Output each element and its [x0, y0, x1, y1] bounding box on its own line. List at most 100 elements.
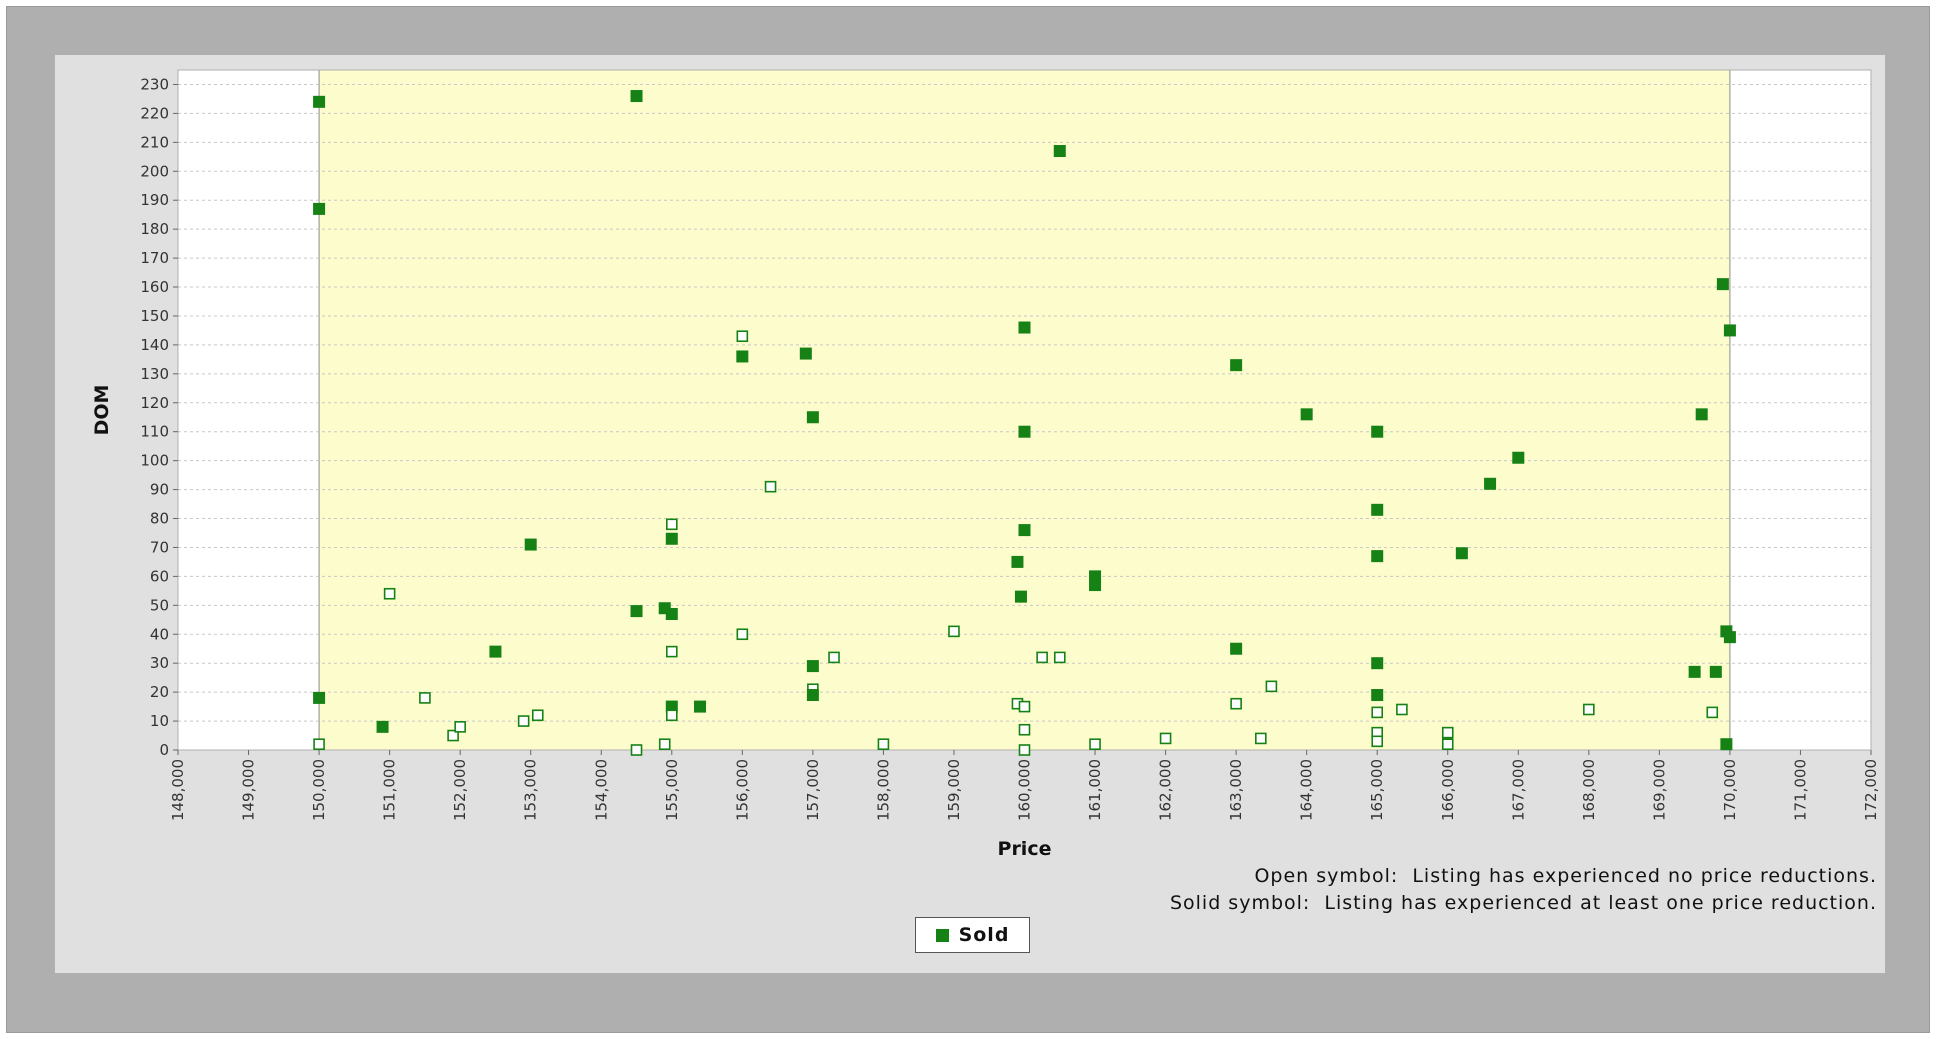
data-point-solid: [1688, 665, 1701, 678]
solid-symbol-note: Solid symbol: Listing has experienced at…: [1169, 892, 1877, 914]
highlight-band: [319, 70, 1730, 750]
data-point-open: [1089, 738, 1101, 751]
x-tick-label: 149,000: [240, 759, 258, 821]
legend-swatch-sold: [935, 928, 949, 942]
x-tick-label: 157,000: [804, 759, 822, 821]
data-point-open: [383, 587, 396, 600]
y-tick-label: 200: [140, 162, 169, 180]
data-point-open: [447, 729, 459, 742]
data-point-solid: [524, 538, 537, 551]
data-point-solid: [1053, 145, 1066, 158]
data-point-solid: [630, 605, 643, 618]
data-point-solid: [1371, 503, 1384, 516]
data-point-open: [454, 721, 466, 733]
data-point-open: [1018, 700, 1031, 713]
data-point-solid: [1723, 324, 1736, 337]
symbol-notes: Open symbol: Listing has experienced no …: [1170, 863, 1877, 917]
y-tick-label: 110: [140, 423, 169, 441]
y-tick-label: 30: [150, 654, 169, 672]
x-tick-label: 152,000: [451, 759, 469, 821]
data-point-open: [1255, 732, 1267, 745]
x-axis-title: Price: [998, 838, 1052, 860]
data-point-solid: [694, 700, 707, 713]
data-point-solid: [1695, 408, 1708, 421]
legend: Sold: [915, 917, 1030, 953]
x-tick-label: 164,000: [1298, 759, 1316, 821]
data-point-solid: [1014, 590, 1027, 603]
data-point-solid: [1716, 278, 1729, 291]
data-point-solid: [1018, 524, 1031, 537]
y-tick-label: 210: [140, 133, 169, 151]
data-point-solid: [665, 608, 678, 620]
scatter-chart: 0 10 20 30 40 50 60 70 80 90 100 110 120 130 140 150 160…: [91, 69, 1880, 860]
x-tick-label: 165,000: [1368, 759, 1386, 821]
x-tick-label: 160,000: [1016, 759, 1034, 821]
y-tick-label: 130: [140, 365, 169, 383]
y-tick-label: 220: [140, 104, 169, 122]
data-point-open: [1396, 703, 1408, 716]
data-point-open: [419, 692, 431, 704]
data-point-open: [1159, 732, 1172, 745]
data-point-open: [1230, 697, 1242, 710]
data-point-solid: [806, 660, 819, 673]
x-tick-label: 163,000: [1227, 759, 1245, 821]
x-tick-label: 170,000: [1721, 759, 1739, 821]
y-tick-label: 50: [150, 596, 169, 614]
data-point-solid: [806, 411, 819, 424]
x-tick-label: 162,000: [1157, 759, 1175, 821]
data-point-open: [1265, 680, 1278, 693]
data-point-open: [828, 651, 840, 664]
data-point-open: [658, 738, 671, 751]
data-point-open: [1371, 706, 1384, 719]
y-tick-label: 90: [150, 481, 169, 499]
x-tick-label: 171,000: [1791, 759, 1809, 821]
data-point-solid: [313, 202, 326, 215]
chart-panel: 0 10 20 30 40 50 60 70 80 90 100 110 120 130 140 150 160…: [55, 55, 1885, 973]
data-point-solid: [1371, 657, 1384, 670]
data-point-solid: [799, 347, 812, 360]
data-point-solid: [1720, 738, 1733, 751]
y-tick-label: 80: [150, 510, 169, 528]
y-tick-label: 10: [150, 712, 169, 730]
data-point-solid: [630, 90, 643, 103]
data-point-open: [1371, 735, 1384, 748]
y-tick-label: 120: [140, 394, 169, 412]
x-tick-label: 166,000: [1439, 759, 1457, 821]
data-point-solid: [313, 95, 326, 108]
legend-label-sold: Sold: [958, 924, 1010, 946]
data-point-open: [736, 330, 749, 343]
x-tick-label: 169,000: [1650, 759, 1668, 821]
y-tick-label: 40: [150, 625, 169, 643]
data-point-solid: [1230, 359, 1243, 372]
x-tick-label: 154,000: [592, 759, 610, 821]
y-axis-title: DOM: [91, 385, 113, 436]
y-tick-label: 150: [140, 307, 169, 325]
data-point-open: [665, 645, 678, 658]
y-tick-label: 100: [140, 452, 169, 470]
data-point-solid: [736, 350, 749, 363]
x-tick-label: 159,000: [945, 759, 963, 821]
data-point-solid: [806, 689, 819, 702]
data-point-open: [517, 715, 530, 727]
data-point-solid: [1455, 547, 1468, 560]
data-point-open: [1018, 744, 1031, 756]
x-tick-label: 168,000: [1580, 759, 1598, 821]
x-tick-label: 153,000: [522, 759, 540, 821]
x-tick-label: 151,000: [381, 759, 399, 821]
y-tick-label: 60: [150, 567, 169, 585]
data-point-open: [313, 738, 325, 751]
data-point-open: [948, 625, 960, 638]
window-frame: 0 10 20 30 40 50 60 70 80 90 100 110 120 130 140 150 160…: [6, 6, 1930, 1033]
data-point-open: [1441, 738, 1454, 751]
data-point-open: [665, 709, 678, 722]
data-point-open: [877, 738, 890, 751]
y-tick-label: 160: [140, 278, 169, 296]
data-point-open: [736, 628, 749, 641]
data-point-solid: [1371, 425, 1384, 438]
data-point-solid: [489, 645, 502, 658]
y-tick-label: 70: [150, 538, 169, 556]
y-tick-label: 170: [140, 249, 169, 267]
data-point-open: [764, 480, 777, 493]
data-point-open: [1036, 651, 1048, 664]
x-tick-label: 172,000: [1862, 759, 1880, 821]
